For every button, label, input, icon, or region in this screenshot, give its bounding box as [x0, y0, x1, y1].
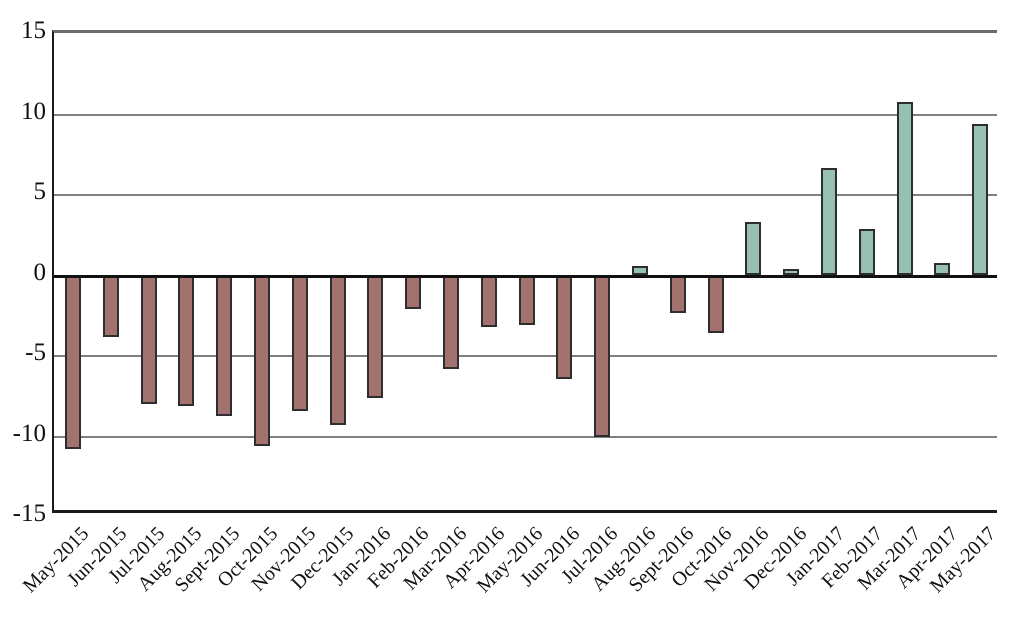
- plot-area: [52, 30, 997, 513]
- y-tick-label-0: 0: [33, 258, 47, 286]
- zero-baseline: [54, 274, 997, 278]
- y-tick-label-5: 5: [33, 178, 47, 205]
- bar-May-2015: [64, 275, 81, 450]
- gridline-y-5: [54, 194, 997, 196]
- gridline-y--10: [54, 435, 997, 438]
- bar-Jun-2016: [556, 275, 573, 379]
- bar-Jan-2016: [367, 275, 384, 398]
- bar-Dec-2016: [783, 269, 800, 276]
- bar-Oct-2015: [253, 275, 270, 447]
- bar-Apr-2017: [934, 262, 951, 276]
- bar-Jul-2015: [140, 275, 157, 405]
- bar-Nov-2016: [745, 222, 762, 276]
- bar-Dec-2015: [329, 275, 346, 426]
- y-tick-label--5: -5: [25, 339, 46, 366]
- bar-Jul-2016: [594, 275, 611, 437]
- bar-Feb-2016: [405, 275, 422, 310]
- y-tick-label-10: 10: [21, 97, 46, 125]
- bar-Apr-2016: [480, 275, 497, 328]
- bar-Mar-2017: [896, 101, 913, 276]
- bar-Jan-2017: [820, 167, 837, 276]
- bar-Sept-2016: [669, 275, 686, 313]
- gridline-y-10: [54, 113, 997, 116]
- gridline-y--5: [54, 355, 997, 357]
- bar-May-2016: [518, 275, 535, 326]
- bar-Aug-2015: [178, 275, 195, 406]
- y-tick-label--15: -15: [12, 500, 46, 527]
- bar-Sept-2015: [216, 275, 233, 416]
- bar-Oct-2016: [707, 275, 724, 334]
- y-tick-label-15: 15: [21, 17, 46, 44]
- bar-Mar-2016: [442, 275, 459, 369]
- bar-May-2017: [972, 124, 989, 276]
- bar-Feb-2017: [858, 228, 875, 276]
- bar-Jun-2015: [102, 275, 119, 337]
- bar-Nov-2015: [291, 275, 308, 411]
- y-tick-label--10: -10: [12, 419, 46, 447]
